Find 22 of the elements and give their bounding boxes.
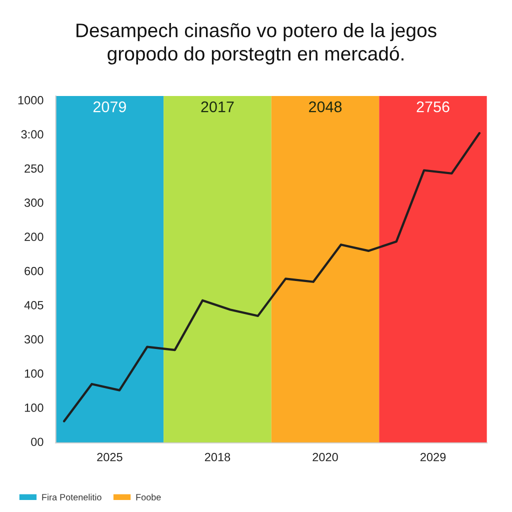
text: 600 — [24, 266, 44, 276]
series-label: 2756 — [416, 101, 450, 112]
x-tick-label: 2025 — [97, 452, 122, 462]
text: 100 — [24, 404, 44, 412]
text: 405 — [24, 301, 44, 310]
x-tick-label: 2018 — [204, 452, 230, 462]
legend-label: Foobe — [136, 494, 161, 500]
x-tick-label: 2029 — [420, 452, 446, 462]
series-label: 2017 — [201, 101, 234, 112]
text: 00 — [31, 438, 44, 446]
chart-title: Desampech cinasño vo potero de la jegos gropodo do porstegtn en mercadó. — [76, 23, 436, 64]
text: 100 — [24, 369, 44, 378]
text: 300 — [24, 335, 44, 344]
text: 250 — [24, 164, 44, 173]
text: 200 — [24, 232, 44, 242]
series-label: 2048 — [309, 101, 342, 112]
x-tick-label: 2020 — [312, 452, 338, 462]
series-label: 2079 — [93, 101, 126, 112]
text: 3:00 — [21, 130, 44, 139]
legend-label: Fira Potenelitio — [42, 494, 102, 500]
text: 1000 — [18, 96, 44, 104]
text: 300 — [24, 198, 44, 207]
